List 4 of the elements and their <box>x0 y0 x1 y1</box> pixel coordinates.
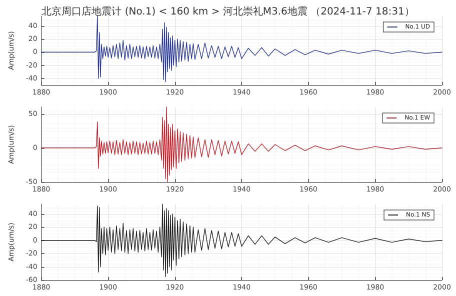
line-series <box>40 16 442 82</box>
chart-title: 北京周口店地震计 (No.1) < 160 km > 河北崇礼M3.6地震 （2024-11-7 18:31） <box>42 6 414 18</box>
line-series <box>40 204 442 278</box>
line-series <box>40 106 442 182</box>
